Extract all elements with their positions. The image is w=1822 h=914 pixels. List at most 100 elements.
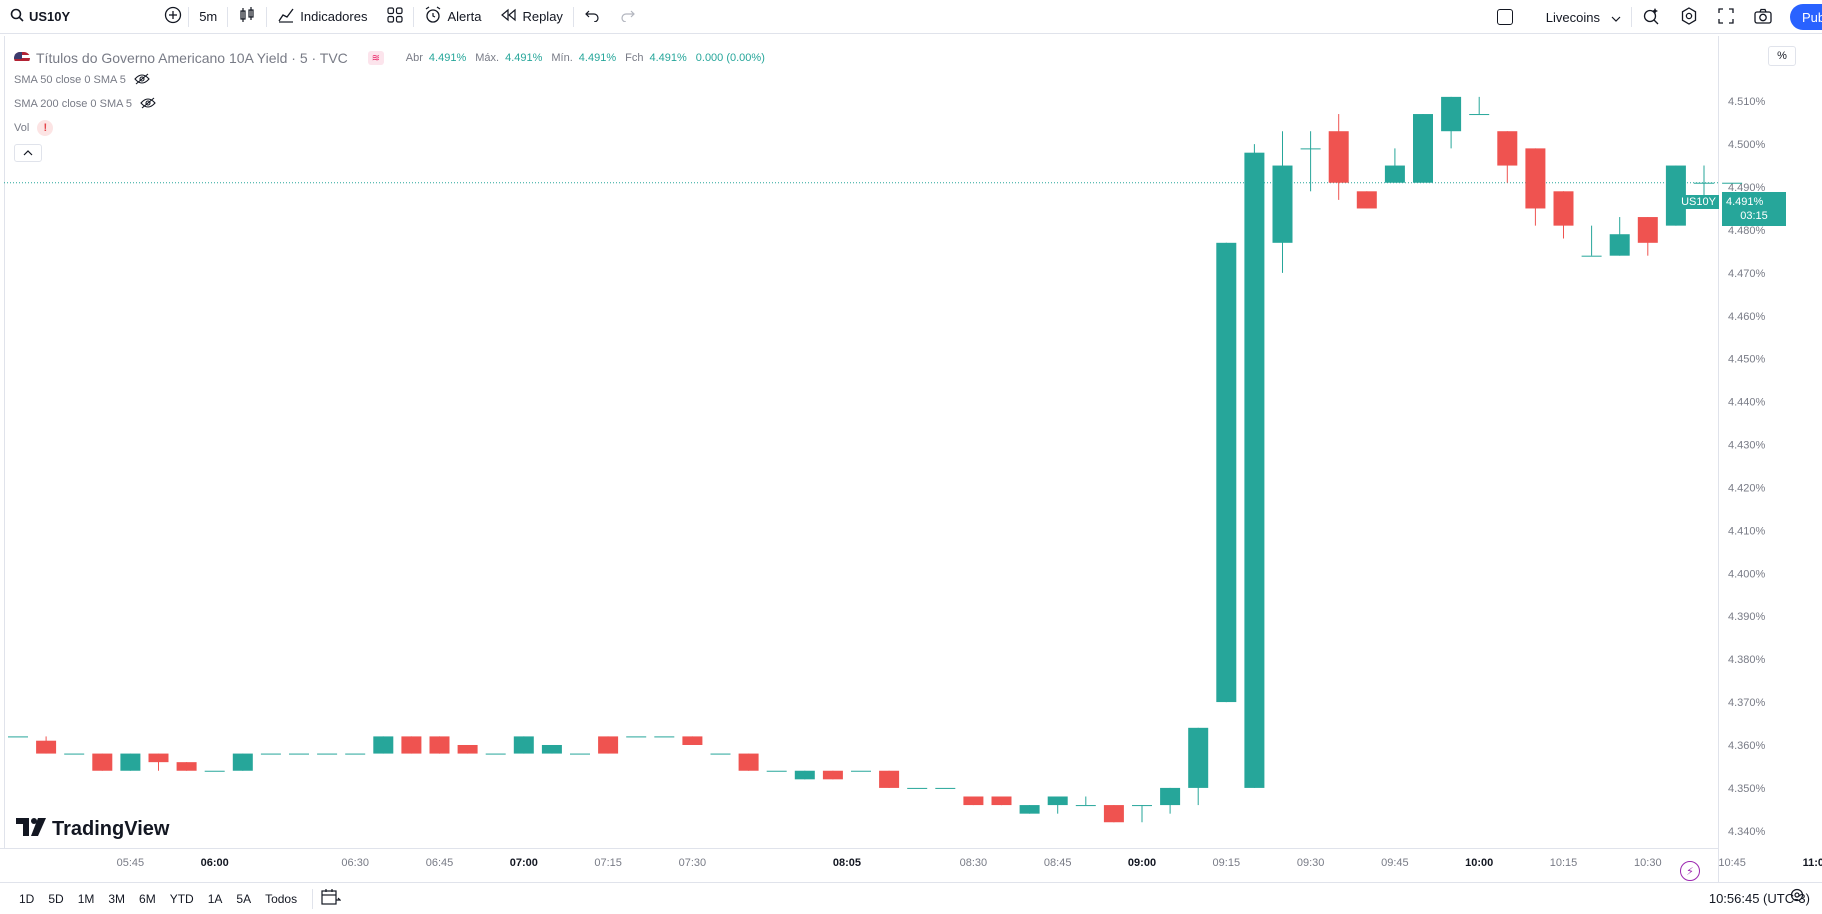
legend-collapse-button[interactable] <box>14 144 42 162</box>
legend-title[interactable]: Títulos do Governo Americano 10A Yield ·… <box>36 50 348 66</box>
compare-button[interactable] <box>80 0 188 34</box>
timezone-clock[interactable]: 10:56:45 (UTC-3) <box>1708 891 1810 906</box>
candle[interactable] <box>1019 805 1040 814</box>
candle[interactable] <box>682 736 703 745</box>
fullscreen-button[interactable] <box>1708 0 1744 34</box>
candle[interactable] <box>1132 805 1152 823</box>
alert-button[interactable]: Alerta <box>414 0 491 34</box>
range-button-1m[interactable]: 1M <box>77 891 95 906</box>
candle[interactable] <box>570 753 590 755</box>
candle[interactable] <box>373 736 394 754</box>
candle[interactable] <box>963 796 984 806</box>
chart-area[interactable]: 4.340% 4.350% 4.360% 4.370% 4.380% 4.390% 4.40… <box>0 36 1822 902</box>
candle[interactable] <box>92 753 113 771</box>
replay-button[interactable]: Replay <box>491 0 572 34</box>
symbol-search[interactable]: US10Y <box>0 0 80 34</box>
sma200-row[interactable]: SMA 200 close 0 SMA 5 <box>14 92 768 116</box>
range-button-5a[interactable]: 5A <box>236 891 252 906</box>
candle[interactable] <box>1665 165 1686 226</box>
candle[interactable] <box>907 787 928 789</box>
interval-button[interactable]: 5m <box>189 0 227 34</box>
candle[interactable] <box>1328 114 1349 200</box>
candle[interactable] <box>626 736 647 738</box>
candle[interactable] <box>401 736 422 754</box>
quick-search-button[interactable] <box>1632 0 1670 34</box>
candle[interactable] <box>654 736 675 738</box>
candle[interactable] <box>317 753 338 755</box>
range-button-3m[interactable]: 3M <box>108 891 126 906</box>
candle[interactable] <box>1188 727 1209 806</box>
candle[interactable] <box>36 736 57 754</box>
candle[interactable] <box>120 753 141 771</box>
range-button-6m[interactable]: 6M <box>139 891 156 906</box>
candle[interactable] <box>176 762 197 771</box>
candle[interactable] <box>1469 96 1490 116</box>
candle[interactable] <box>1609 217 1630 256</box>
candle[interactable] <box>1497 131 1518 183</box>
layouts-button[interactable] <box>377 0 413 34</box>
candle[interactable] <box>1637 217 1658 256</box>
price-chart[interactable]: 4.340% 4.350% 4.360% 4.370% 4.380% 4.390% 4.40… <box>0 36 1822 882</box>
settings-button[interactable] <box>1670 0 1708 34</box>
candle[interactable] <box>1103 805 1124 823</box>
candle[interactable] <box>1047 796 1068 814</box>
range-button-5d[interactable]: 5D <box>48 891 64 906</box>
candle[interactable] <box>1300 131 1321 192</box>
tradingview-logo[interactable]: TradingView <box>16 818 169 841</box>
indicators-button[interactable]: Indicadores <box>267 0 377 34</box>
candle[interactable] <box>738 753 759 771</box>
candle[interactable] <box>822 770 843 780</box>
layout-selector[interactable]: Livecoins <box>1487 0 1631 34</box>
candle[interactable] <box>1244 144 1265 788</box>
lightning-icon[interactable]: ⚡ <box>1680 861 1700 881</box>
range-button-ytd[interactable]: YTD <box>169 891 194 906</box>
candle[interactable] <box>710 753 731 755</box>
candle[interactable] <box>1384 148 1405 183</box>
candle[interactable] <box>1581 225 1602 257</box>
candle[interactable] <box>289 753 309 755</box>
candle[interactable] <box>1413 114 1433 183</box>
candle[interactable] <box>1160 787 1181 814</box>
candle[interactable] <box>457 744 478 754</box>
candle[interactable] <box>232 753 253 771</box>
candle[interactable] <box>485 753 506 755</box>
waves-icon[interactable]: ≋ <box>367 51 384 65</box>
chart-type-button[interactable] <box>228 0 266 34</box>
warning-icon[interactable]: ! <box>37 120 54 136</box>
range-button-todos[interactable]: Todos <box>265 891 298 906</box>
candle[interactable] <box>1525 148 1546 226</box>
candle[interactable] <box>1272 131 1293 273</box>
price-scale-unit-button[interactable]: % <box>1768 46 1796 66</box>
vol-row[interactable]: Vol ! <box>14 116 768 140</box>
layout-checkbox[interactable] <box>1496 9 1513 25</box>
candle[interactable] <box>1441 96 1462 149</box>
date-range-calendar-icon[interactable] <box>321 888 342 909</box>
candle[interactable] <box>1216 242 1237 703</box>
sma50-row[interactable]: SMA 50 close 0 SMA 5 <box>14 68 768 92</box>
candle[interactable] <box>204 770 225 772</box>
candle[interactable] <box>260 753 281 755</box>
candle[interactable] <box>513 736 534 754</box>
gear-icon[interactable] <box>1790 888 1804 905</box>
candle[interactable] <box>794 770 815 780</box>
candle[interactable] <box>851 770 871 772</box>
candle[interactable] <box>345 753 366 755</box>
range-button-1d[interactable]: 1D <box>19 891 35 906</box>
candle[interactable] <box>766 770 787 772</box>
candle[interactable] <box>1722 182 1743 184</box>
candle[interactable] <box>991 796 1012 806</box>
redo-button[interactable] <box>610 0 646 34</box>
candle[interactable] <box>1553 191 1574 239</box>
candle[interactable] <box>148 753 169 771</box>
range-button-1a[interactable]: 1A <box>207 891 223 906</box>
eye-off-icon[interactable] <box>140 97 156 112</box>
candle[interactable] <box>429 736 450 754</box>
candle[interactable] <box>64 753 85 755</box>
candle[interactable] <box>598 736 619 754</box>
undo-button[interactable] <box>574 0 610 34</box>
candle[interactable] <box>879 770 900 788</box>
snapshot-button[interactable] <box>1744 0 1782 34</box>
publish-button[interactable]: Pub <box>1790 4 1822 30</box>
candle[interactable] <box>1075 796 1096 807</box>
candle[interactable] <box>8 736 28 738</box>
